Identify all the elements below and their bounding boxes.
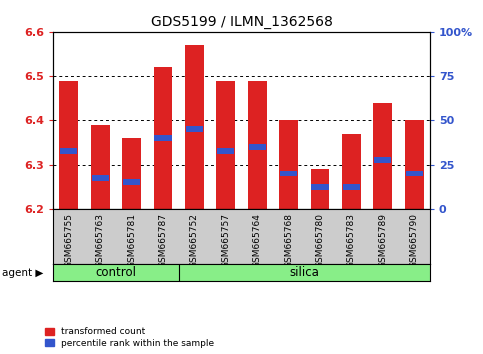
Bar — [312, 184, 328, 190]
Legend: transformed count, percentile rank within the sample: transformed count, percentile rank withi… — [43, 326, 216, 349]
Text: GSM665783: GSM665783 — [347, 213, 356, 268]
Text: GSM665790: GSM665790 — [410, 213, 419, 268]
Text: GSM665763: GSM665763 — [96, 213, 105, 268]
Text: GSM665757: GSM665757 — [221, 213, 230, 268]
Bar — [155, 135, 171, 141]
Bar — [342, 134, 361, 209]
Bar — [216, 80, 235, 209]
Bar — [406, 171, 423, 176]
Bar — [60, 148, 77, 154]
Bar — [59, 80, 78, 209]
Text: control: control — [96, 266, 136, 279]
Bar — [154, 67, 172, 209]
Text: GSM665755: GSM665755 — [64, 213, 73, 268]
Text: GSM665787: GSM665787 — [158, 213, 168, 268]
Text: GSM665768: GSM665768 — [284, 213, 293, 268]
Bar — [280, 171, 297, 176]
Bar — [249, 144, 266, 150]
Bar — [373, 103, 392, 209]
Text: GSM665764: GSM665764 — [253, 213, 262, 268]
Text: agent ▶: agent ▶ — [2, 268, 44, 278]
Text: silica: silica — [289, 266, 319, 279]
Bar — [279, 120, 298, 209]
Bar — [122, 138, 141, 209]
Bar — [405, 120, 424, 209]
Bar — [92, 175, 109, 181]
Bar — [311, 169, 329, 209]
Bar — [186, 126, 203, 132]
Text: GSM665781: GSM665781 — [127, 213, 136, 268]
Bar — [123, 179, 140, 185]
Bar — [91, 125, 110, 209]
Bar — [185, 45, 204, 209]
Text: GSM665789: GSM665789 — [378, 213, 387, 268]
Bar — [343, 184, 360, 190]
Bar — [217, 148, 234, 154]
Text: GSM665752: GSM665752 — [190, 213, 199, 268]
Title: GDS5199 / ILMN_1362568: GDS5199 / ILMN_1362568 — [151, 16, 332, 29]
Text: GSM665780: GSM665780 — [315, 213, 325, 268]
Bar — [248, 80, 267, 209]
Bar — [374, 157, 391, 163]
